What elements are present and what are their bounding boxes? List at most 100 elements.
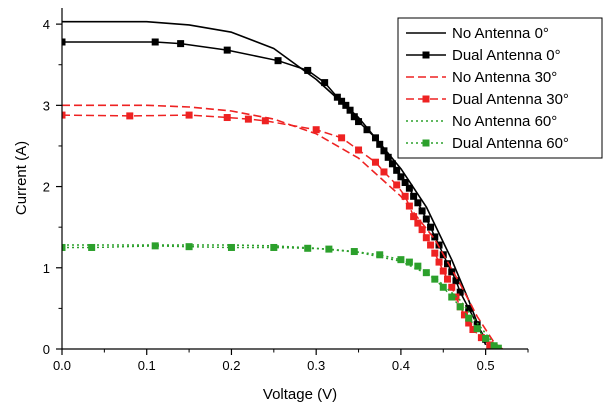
series-4-point-30 xyxy=(477,334,485,342)
series-2-point-25 xyxy=(414,199,422,207)
series-4-point-2 xyxy=(126,112,134,120)
series-4-point-28 xyxy=(465,319,473,327)
series-6-point-17 xyxy=(448,293,456,301)
series-2-point-4 xyxy=(223,46,231,54)
series-4-point-1 xyxy=(62,111,66,119)
plot-area xyxy=(62,20,504,349)
series-2-point-18 xyxy=(384,153,392,161)
series-2-point-1 xyxy=(62,38,66,46)
series-6-point-2 xyxy=(88,243,96,251)
series-2-point-32 xyxy=(444,260,452,268)
series-6-point-20 xyxy=(473,325,481,333)
x-tick-label-5: 0.4 xyxy=(392,358,410,373)
legend-item-5-label: No Antenna 60° xyxy=(452,113,557,130)
series-6-point-15 xyxy=(431,275,439,283)
series-4-point-16 xyxy=(414,219,422,227)
series-2-point-14 xyxy=(363,126,371,134)
x-tick-label-1: 0.0 xyxy=(53,358,71,373)
series-2-point-9 xyxy=(338,97,346,105)
series-2-point-23 xyxy=(405,184,413,192)
series-2-point-28 xyxy=(427,223,435,231)
series-group xyxy=(62,20,504,349)
series-2-point-24 xyxy=(410,192,418,200)
series-4-point-4 xyxy=(223,114,231,122)
series-2-point-26 xyxy=(418,207,426,215)
x-tick-label-3: 0.2 xyxy=(222,358,240,373)
y-tick-label-2: 1 xyxy=(43,261,50,276)
y-tick-label-1: 0 xyxy=(43,342,50,357)
series-4-point-19 xyxy=(427,241,435,249)
series-2-point-7 xyxy=(321,79,329,87)
series-2-point-10 xyxy=(342,101,350,109)
series-6-point-22 xyxy=(490,342,498,349)
series-6-point-6 xyxy=(270,243,278,251)
legend-item-3-label: No Antenna 30° xyxy=(452,69,557,86)
series-6-point-13 xyxy=(414,262,422,270)
series-4-point-31 xyxy=(486,341,494,349)
y-tick-label-5: 4 xyxy=(43,17,50,32)
series-6-point-5 xyxy=(227,243,235,251)
series-6-point-7 xyxy=(304,244,312,252)
series-4-point-11 xyxy=(380,168,388,176)
series-4-point-3 xyxy=(185,111,193,119)
series-6-point-19 xyxy=(465,314,473,322)
series-6-point-18 xyxy=(456,303,464,311)
series-2-point-3 xyxy=(177,40,185,48)
legend-box xyxy=(397,17,603,159)
series-4-point-24 xyxy=(448,283,456,291)
legend: No Antenna 0° Dual Antenna 0° No Antenna 3… xyxy=(397,17,603,159)
x-tick-label-6: 0.5 xyxy=(477,358,495,373)
legend-item-4-label: Dual Antenna 30° xyxy=(452,91,569,108)
x-axis-title: Voltage (V) xyxy=(263,386,337,403)
series-4-point-22 xyxy=(439,267,447,275)
series-6-point-1 xyxy=(62,243,66,251)
legend-item-6-label: Dual Antenna 60° xyxy=(452,135,569,152)
series-4-point-13 xyxy=(401,192,409,200)
y-tick-label-3: 2 xyxy=(43,180,50,195)
series-6-point-12 xyxy=(405,258,413,266)
series-2-point-11 xyxy=(346,106,354,114)
series-6-line xyxy=(62,245,499,349)
series-2-point-20 xyxy=(393,166,401,174)
x-tick-label-4: 0.3 xyxy=(307,358,325,373)
series-2-point-16 xyxy=(376,140,384,148)
series-6-point-14 xyxy=(422,269,430,277)
series-2-point-35 xyxy=(456,288,464,296)
series-2-point-21 xyxy=(397,173,405,181)
series-2-point-5 xyxy=(274,57,282,65)
y-axis-title: Current (A) xyxy=(13,141,30,215)
series-4-point-27 xyxy=(460,311,468,319)
series-1-line xyxy=(62,20,487,346)
series-6-point-21 xyxy=(482,334,490,342)
series-2-point-17 xyxy=(380,147,388,155)
series-2-point-8 xyxy=(333,93,341,101)
series-4-point-15 xyxy=(410,213,418,221)
series-2-point-19 xyxy=(388,160,396,168)
series-2-point-12 xyxy=(350,113,358,121)
series-2-point-34 xyxy=(452,277,460,285)
y-tick-label-4: 3 xyxy=(43,98,50,113)
legend-item-1-label: No Antenna 0° xyxy=(452,25,549,42)
series-4-point-20 xyxy=(431,249,439,257)
series-4-point-5 xyxy=(244,115,252,123)
series-2-point-15 xyxy=(371,134,379,142)
series-2-point-30 xyxy=(435,241,443,249)
series-2-point-6 xyxy=(304,66,312,74)
series-4-point-18 xyxy=(422,234,430,242)
series-5-line xyxy=(62,244,499,349)
series-6-point-8 xyxy=(325,245,333,253)
series-4-point-23 xyxy=(444,275,452,283)
series-4-point-6 xyxy=(261,117,269,125)
series-4-point-29 xyxy=(469,326,477,334)
legend-item-6-marker xyxy=(422,139,430,147)
series-4-point-10 xyxy=(371,158,379,166)
legend-item-2-label: Dual Antenna 0° xyxy=(452,47,561,64)
series-2-point-29 xyxy=(431,233,439,241)
series-2-point-33 xyxy=(448,268,456,276)
series-2-point-36 xyxy=(465,304,473,312)
series-2-point-27 xyxy=(422,215,430,223)
series-4-point-12 xyxy=(393,181,401,189)
series-6-point-10 xyxy=(376,251,384,259)
series-4-point-9 xyxy=(355,146,363,154)
